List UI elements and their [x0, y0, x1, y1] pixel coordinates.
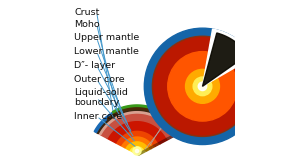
Polygon shape	[101, 113, 173, 138]
Polygon shape	[96, 108, 178, 134]
Polygon shape	[137, 150, 147, 155]
Polygon shape	[149, 146, 155, 149]
Text: Moho: Moho	[74, 20, 99, 29]
Circle shape	[133, 147, 141, 155]
Circle shape	[198, 82, 207, 91]
Polygon shape	[129, 145, 145, 154]
Polygon shape	[145, 148, 151, 151]
Polygon shape	[167, 135, 175, 139]
Circle shape	[154, 38, 251, 135]
Text: Crust: Crust	[74, 7, 99, 16]
Polygon shape	[98, 110, 176, 135]
Polygon shape	[153, 143, 160, 146]
Wedge shape	[202, 29, 253, 86]
Text: Upper mantle: Upper mantle	[74, 33, 139, 42]
Polygon shape	[94, 106, 180, 133]
Polygon shape	[107, 108, 167, 120]
Circle shape	[185, 69, 220, 103]
Polygon shape	[107, 120, 167, 143]
Text: Inner core: Inner core	[74, 112, 122, 121]
Polygon shape	[173, 134, 178, 136]
Circle shape	[136, 149, 139, 153]
Polygon shape	[112, 105, 162, 114]
Circle shape	[193, 77, 212, 96]
Polygon shape	[176, 133, 180, 134]
Polygon shape	[121, 136, 153, 148]
Circle shape	[168, 52, 237, 121]
Text: Outer core: Outer core	[74, 75, 125, 84]
Polygon shape	[116, 130, 158, 146]
Text: Lower mantle: Lower mantle	[74, 47, 139, 56]
Polygon shape	[125, 141, 149, 150]
Circle shape	[144, 28, 261, 145]
Polygon shape	[158, 138, 169, 144]
Polygon shape	[202, 33, 248, 86]
Text: Liquid-solid
boundary: Liquid-solid boundary	[74, 88, 128, 107]
Text: D″- layer: D″- layer	[74, 61, 115, 70]
Polygon shape	[178, 132, 182, 133]
Circle shape	[152, 36, 253, 136]
